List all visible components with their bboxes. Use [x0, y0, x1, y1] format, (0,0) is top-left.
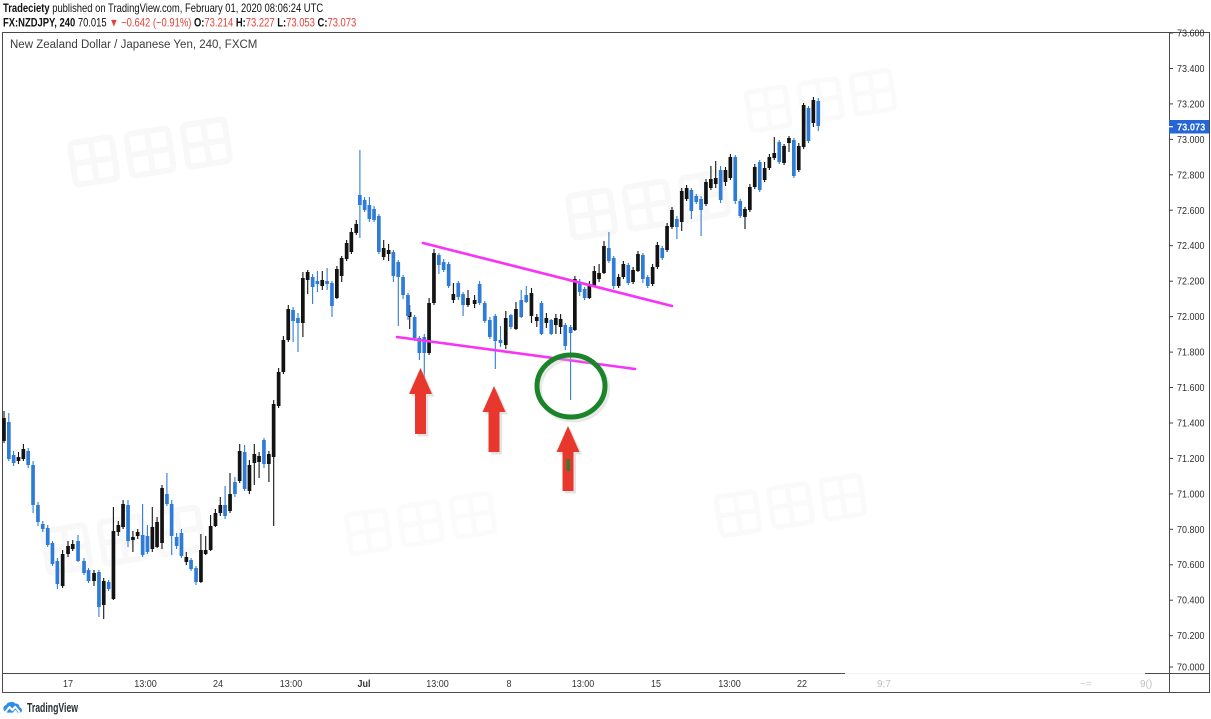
svg-text:13:00: 13:00 [426, 679, 448, 691]
svg-text:72.800: 72.800 [1177, 170, 1204, 182]
svg-text:15: 15 [651, 679, 661, 691]
svg-text:71.800: 71.800 [1177, 347, 1204, 359]
svg-text:TradingView: TradingView [27, 701, 78, 715]
svg-text:72.400: 72.400 [1177, 241, 1204, 253]
svg-text:73.400: 73.400 [1177, 64, 1204, 76]
svg-text:13:00: 13:00 [572, 679, 594, 691]
svg-text:9(): 9() [1140, 679, 1152, 690]
svg-text:22: 22 [797, 679, 807, 691]
svg-text:9;7: 9;7 [877, 679, 891, 690]
svg-text:72.000: 72.000 [1177, 312, 1204, 324]
svg-text:24: 24 [213, 679, 223, 691]
svg-text:70.800: 70.800 [1177, 524, 1204, 536]
svg-text:73.073: 73.073 [1177, 122, 1206, 134]
svg-text:13:00: 13:00 [280, 679, 302, 691]
svg-text:71.200: 71.200 [1177, 453, 1204, 465]
svg-text:FX:NZDJPY, 240 70.015 ▼ −0.642: FX:NZDJPY, 240 70.015 ▼ −0.642 (−0.91%) … [3, 17, 356, 30]
svg-text:~=: ~= [1080, 679, 1092, 690]
svg-text:71.000: 71.000 [1177, 489, 1204, 501]
svg-text:70.400: 70.400 [1177, 595, 1204, 607]
svg-text:13:00: 13:00 [718, 679, 740, 691]
svg-text:70.200: 70.200 [1177, 631, 1204, 643]
svg-text:13:00: 13:00 [134, 679, 156, 691]
svg-text:71.400: 71.400 [1177, 418, 1204, 430]
svg-text:72.200: 72.200 [1177, 276, 1204, 288]
svg-text:73.600: 73.600 [1177, 28, 1204, 40]
svg-text:17: 17 [63, 679, 73, 691]
svg-text:Tradeciety published on Tradin: Tradeciety published on TradingView.com,… [3, 2, 324, 15]
svg-text:71.600: 71.600 [1177, 383, 1204, 395]
svg-text:New Zealand Dollar / Japanese: New Zealand Dollar / Japanese Yen, 240, … [10, 39, 257, 51]
svg-text:73.000: 73.000 [1177, 134, 1204, 146]
svg-text:73.200: 73.200 [1177, 99, 1204, 111]
svg-text:8: 8 [506, 679, 511, 691]
svg-text:72.600: 72.600 [1177, 205, 1204, 217]
svg-text:Jul: Jul [358, 679, 371, 691]
svg-text:70.000: 70.000 [1177, 662, 1204, 674]
svg-text:70.600: 70.600 [1177, 560, 1204, 572]
